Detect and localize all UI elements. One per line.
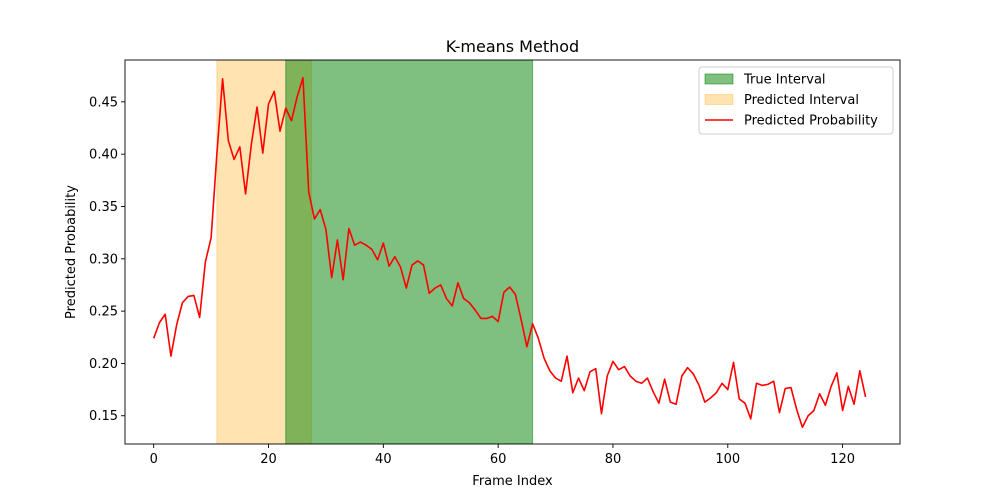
y-tick-label: 0.30	[89, 252, 118, 267]
y-tick-label: 0.15	[89, 409, 118, 424]
chart-title: K-means Method	[446, 37, 579, 56]
legend-swatch-true-interval	[704, 73, 734, 85]
plot-area	[152, 60, 867, 444]
y-axis-label: Predicted Probability	[64, 185, 79, 319]
x-tick-label: 120	[830, 452, 855, 467]
x-tick-label: 100	[715, 452, 740, 467]
y-tick-label: 0.45	[89, 95, 118, 110]
series-line-predicted-probability	[152, 76, 867, 429]
legend-label-true-interval: True Interval	[743, 73, 826, 88]
x-tick-label: 0	[150, 452, 158, 467]
y-tick-label: 0.25	[89, 305, 118, 320]
y-tick-label: 0.35	[89, 200, 118, 215]
legend-box	[698, 66, 894, 135]
legend-swatch-predicted-interval	[704, 94, 734, 105]
legend-label-predicted-probability: Predicted Probability	[744, 114, 878, 129]
plot-inner	[152, 60, 867, 444]
x-tick-label: 40	[375, 452, 392, 467]
legend-label-predicted-interval: Predicted Interval	[744, 93, 859, 108]
x-tick-label: 20	[260, 452, 277, 467]
axes-frame	[124, 59, 901, 445]
x-tick-label: 60	[490, 452, 507, 467]
axes: 0 20 40 60 80 100 120 0.15 0.20 0.25 0.30 0.35 0.40 0…	[89, 59, 901, 467]
legend: True Interval Predicted Interval Predicted…	[698, 66, 894, 135]
y-tick-label: 0.20	[89, 357, 118, 372]
interval-true-interval	[285, 60, 534, 444]
y-tick-label: 0.40	[89, 148, 118, 163]
x-axis-label: Frame Index	[472, 474, 553, 489]
x-tick-label: 80	[605, 452, 622, 467]
